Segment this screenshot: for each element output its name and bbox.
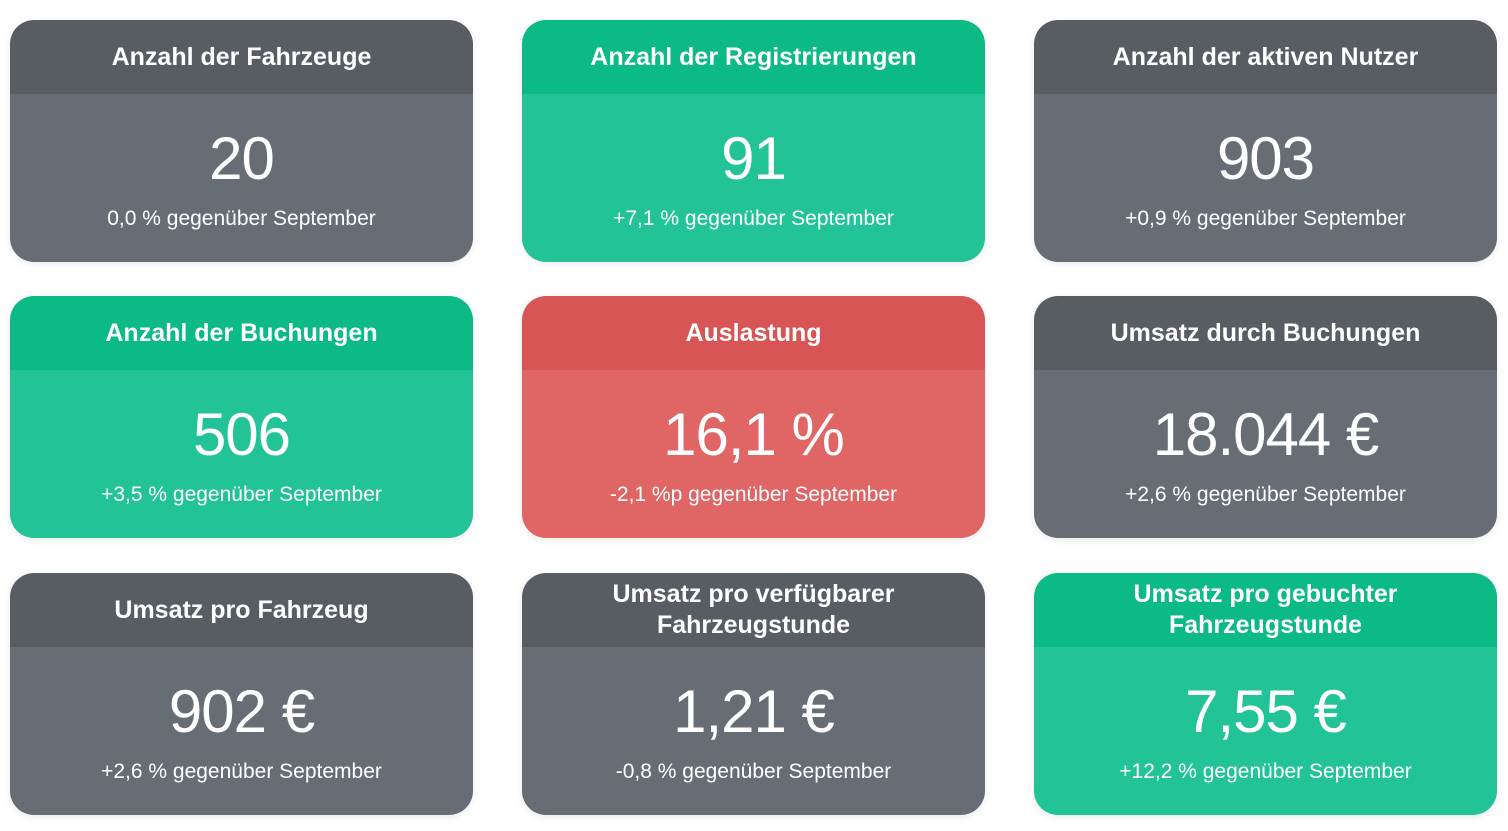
kpi-card-title: Anzahl der Fahrzeuge xyxy=(10,20,473,94)
kpi-card-booking-revenue: Umsatz durch Buchungen 18.044 € +2,6 % g… xyxy=(1034,296,1497,538)
kpi-card-change: -0,8 % gegenüber September xyxy=(615,760,892,783)
kpi-card-revenue-per-available-hour: Umsatz pro verfügbarer Fahrzeugstunde 1,… xyxy=(522,573,985,815)
kpi-card-body: 91 +7,1 % gegenüber September xyxy=(522,94,985,262)
kpi-card-value: 18.044 € xyxy=(1152,401,1380,468)
kpi-card-value: 7,55 € xyxy=(1185,678,1347,745)
kpi-card-change: 0,0 % gegenüber September xyxy=(107,207,376,230)
kpi-card-active-users: Anzahl der aktiven Nutzer 903 +0,9 % geg… xyxy=(1034,20,1497,262)
kpi-card-value: 91 xyxy=(721,125,787,192)
kpi-card-revenue-per-vehicle: Umsatz pro Fahrzeug 902 € +2,6 % gegenüb… xyxy=(10,573,473,815)
kpi-card-body: 902 € +2,6 % gegenüber September xyxy=(10,647,473,815)
kpi-card-title: Auslastung xyxy=(522,296,985,370)
kpi-card-body: 1,21 € -0,8 % gegenüber September xyxy=(522,647,985,815)
kpi-card-title: Umsatz pro gebuchter Fahrzeugstunde xyxy=(1034,573,1497,647)
kpi-card-body: 16,1 % -2,1 %p gegenüber September xyxy=(522,370,985,538)
kpi-card-value: 902 € xyxy=(168,678,315,745)
kpi-card-body: 20 0,0 % gegenüber September xyxy=(10,94,473,262)
kpi-card-title: Anzahl der Registrierungen xyxy=(522,20,985,94)
kpi-card-body: 506 +3,5 % gegenüber September xyxy=(10,370,473,538)
kpi-card-change: +2,6 % gegenüber September xyxy=(1125,483,1406,506)
kpi-card-value: 20 xyxy=(209,125,275,192)
kpi-card-body: 18.044 € +2,6 % gegenüber September xyxy=(1034,370,1497,538)
kpi-card-value: 506 xyxy=(192,401,291,468)
kpi-card-body: 903 +0,9 % gegenüber September xyxy=(1034,94,1497,262)
kpi-card-value: 903 xyxy=(1216,125,1315,192)
kpi-card-change: -2,1 %p gegenüber September xyxy=(609,483,898,506)
kpi-card-vehicles: Anzahl der Fahrzeuge 20 0,0 % gegenüber … xyxy=(10,20,473,262)
kpi-card-value: 16,1 % xyxy=(663,401,845,468)
kpi-card-title: Umsatz pro Fahrzeug xyxy=(10,573,473,647)
kpi-card-title: Anzahl der aktiven Nutzer xyxy=(1034,20,1497,94)
kpi-card-revenue-per-booked-hour: Umsatz pro gebuchter Fahrzeugstunde 7,55… xyxy=(1034,573,1497,815)
kpi-card-change: +2,6 % gegenüber September xyxy=(101,760,382,783)
kpi-card-title: Umsatz durch Buchungen xyxy=(1034,296,1497,370)
kpi-card-title: Umsatz pro verfügbarer Fahrzeugstunde xyxy=(522,573,985,647)
kpi-card-value: 1,21 € xyxy=(673,678,835,745)
kpi-card-change: +3,5 % gegenüber September xyxy=(101,483,382,506)
kpi-card-title: Anzahl der Buchungen xyxy=(10,296,473,370)
kpi-card-body: 7,55 € +12,2 % gegenüber September xyxy=(1034,647,1497,815)
kpi-card-bookings: Anzahl der Buchungen 506 +3,5 % gegenübe… xyxy=(10,296,473,538)
kpi-card-change: +7,1 % gegenüber September xyxy=(613,207,894,230)
kpi-card-utilization: Auslastung 16,1 % -2,1 %p gegenüber Sept… xyxy=(522,296,985,538)
kpi-card-change: +12,2 % gegenüber September xyxy=(1119,760,1412,783)
kpi-card-registrations: Anzahl der Registrierungen 91 +7,1 % geg… xyxy=(522,20,985,262)
kpi-card-change: +0,9 % gegenüber September xyxy=(1125,207,1406,230)
